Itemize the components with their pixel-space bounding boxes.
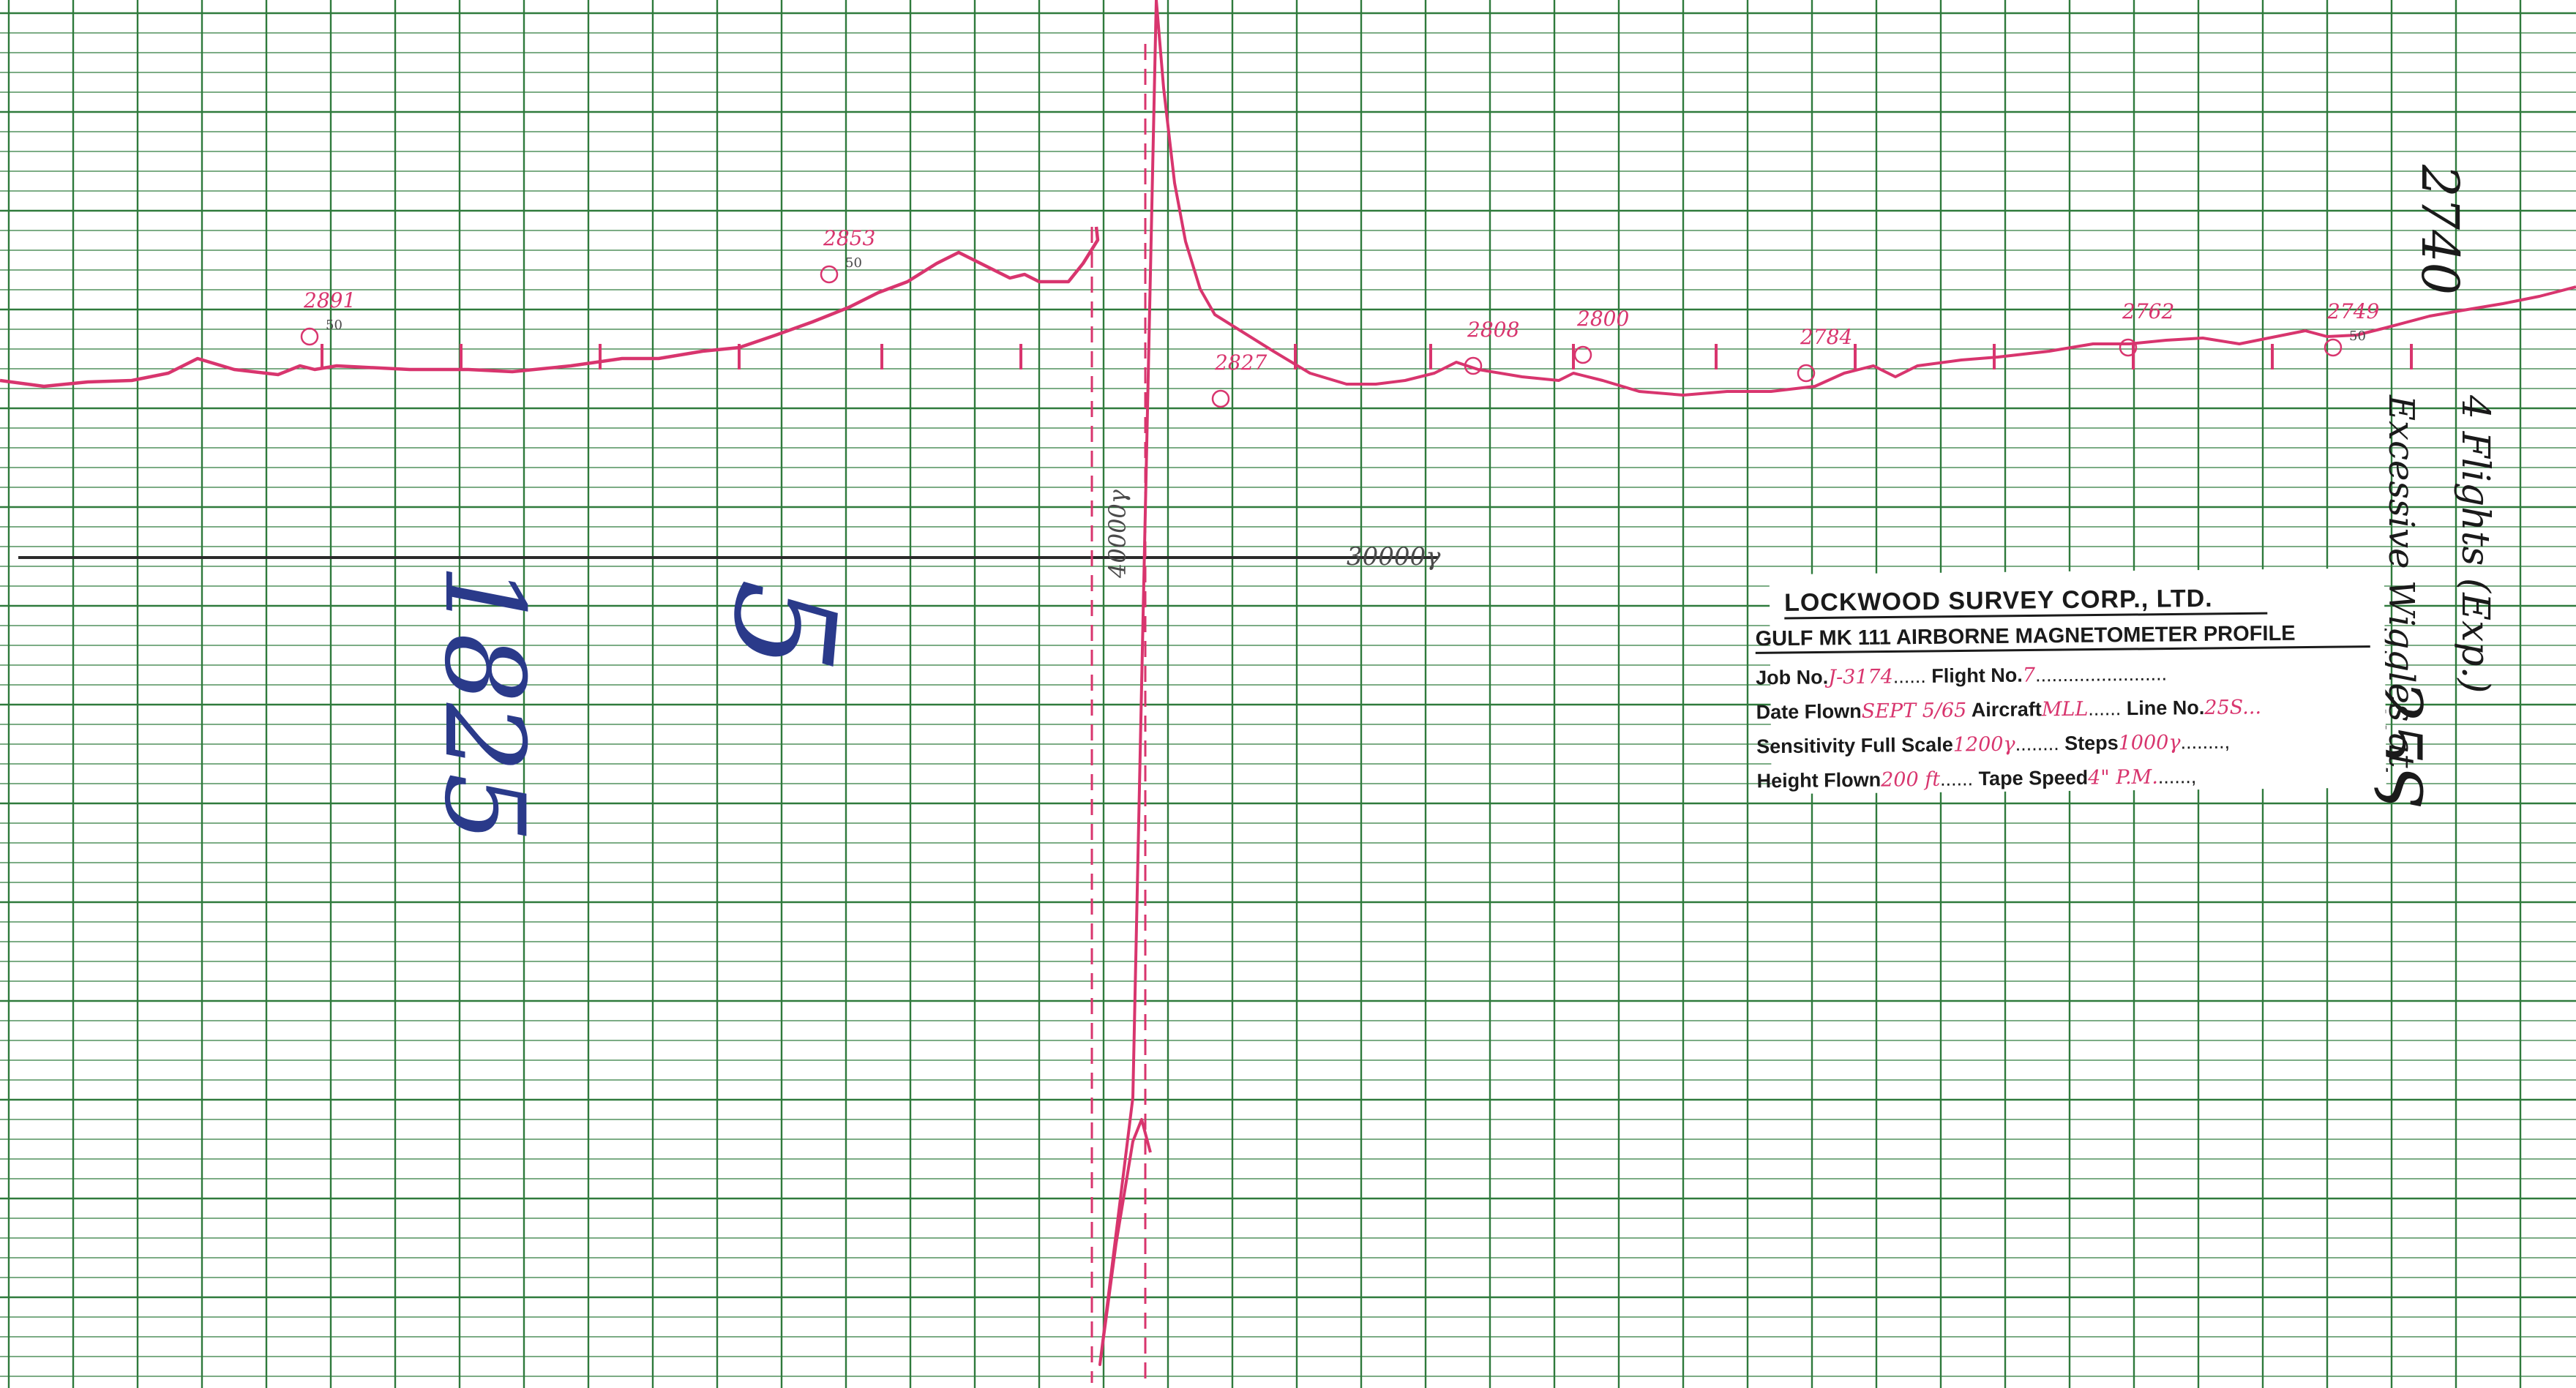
field-value: J-3174 xyxy=(1824,665,1893,689)
field-value: MLL xyxy=(2041,698,2089,721)
reading-sub: 50 xyxy=(845,255,862,271)
reading-sub: 50 xyxy=(2349,329,2366,344)
reading-marker xyxy=(2324,338,2343,357)
reading-marker xyxy=(820,265,839,284)
reading-sub: 50 xyxy=(326,318,342,333)
field-label: Line No. xyxy=(2121,697,2204,719)
field-label: Date Flown xyxy=(1756,700,1861,724)
field-dots: ...... xyxy=(1893,665,1926,687)
field-dots: ........ xyxy=(2015,732,2059,755)
title-field-row: Sensitivity Full Scale1200γ........ Step… xyxy=(1756,731,2230,759)
right-top-annotation: 2740 xyxy=(2410,164,2470,295)
field-label: Aircraft xyxy=(1966,698,2042,721)
reading-value: 2827 xyxy=(1214,350,1267,375)
reading-marker xyxy=(300,327,319,346)
field-label: Tape Speed xyxy=(1973,767,2088,790)
title-block-subtitle: GULF MK 111 AIRBORNE MAGNETOMETER PROFIL… xyxy=(1755,622,2295,651)
company-underline xyxy=(1784,612,2268,620)
title-block: LOCKWOOD SURVEY CORP., LTD. GULF MK 111 … xyxy=(1755,568,2386,795)
reading-value: 2808 xyxy=(1467,318,1519,342)
reading-marker xyxy=(1797,364,1816,383)
company-name: LOCKWOOD SURVEY CORP., LTD. xyxy=(1784,585,2213,617)
right-side-annotation-3: 4 Flights (Exp.) xyxy=(2453,394,2497,694)
field-value: 1200γ xyxy=(1953,733,2016,757)
field-label: Steps xyxy=(2059,732,2118,754)
reading-value: 2800 xyxy=(1576,307,1629,331)
field-dots: ........, xyxy=(2180,731,2230,754)
right-side-annotation-2: Excessive Wiggles at xyxy=(2381,394,2422,768)
field-dots: ........................ xyxy=(2035,663,2167,686)
profile-spike-trace xyxy=(1098,0,2576,1366)
reading-marker xyxy=(2119,338,2138,357)
title-block-fields: Job No.J-3174...... Flight No.7.........… xyxy=(1756,663,2261,792)
blue-annotation-left: 1825 xyxy=(420,563,547,843)
field-dots: ...... xyxy=(1940,768,1973,789)
title-field-row: Job No.J-3174...... Flight No.7.........… xyxy=(1756,663,2167,690)
title-block-mask xyxy=(1769,568,2386,795)
blue-annotation-mid: 5 xyxy=(699,575,868,678)
magnetic-profile-trace xyxy=(0,226,1100,389)
field-dots: ...... xyxy=(2088,697,2121,719)
reading-value: 2749 xyxy=(2326,299,2379,323)
field-label: Sensitivity Full Scale xyxy=(1756,734,1953,758)
field-value: 200 ft xyxy=(1880,768,1940,792)
field-dots: ......, xyxy=(2158,765,2197,788)
field-value: 4" P.M. xyxy=(2087,766,2158,789)
field-value: 1000γ xyxy=(2118,731,2181,754)
field-label: Height Flown xyxy=(1756,769,1881,792)
reading-value: 2853 xyxy=(823,226,875,250)
subtitle-underline xyxy=(1755,645,2370,654)
reading-value: 2762 xyxy=(2122,299,2174,323)
field-value: 7 xyxy=(2023,664,2036,686)
reading-marker xyxy=(1211,389,1230,408)
title-field-row: Date FlownSEPT 5/65 AircraftMLL...... Li… xyxy=(1756,696,2261,724)
field-label: Job No. xyxy=(1756,666,1828,689)
reference-level-label: 30000γ xyxy=(1347,542,1441,571)
reading-marker xyxy=(1573,345,1592,364)
field-value: 25S... xyxy=(2204,696,2261,719)
field-value: SEPT 5/65 xyxy=(1862,699,1967,723)
reading-labels: 2891 50 2853 50 2827 2808 2800 2784 2762 2749 50 xyxy=(300,226,2379,408)
grid-minor-lines xyxy=(0,32,2576,1377)
title-field-row: Height Flown200 ft...... Tape Speed4" P.… xyxy=(1756,765,2196,792)
reading-value: 2891 xyxy=(303,288,356,312)
vertical-mark-label: 40000γ xyxy=(1104,489,1131,579)
reading-value: 2784 xyxy=(1800,325,1852,349)
reading-marker xyxy=(1464,356,1483,375)
fiducial-ticks xyxy=(321,344,2413,369)
field-label: Flight No. xyxy=(1926,664,2023,687)
